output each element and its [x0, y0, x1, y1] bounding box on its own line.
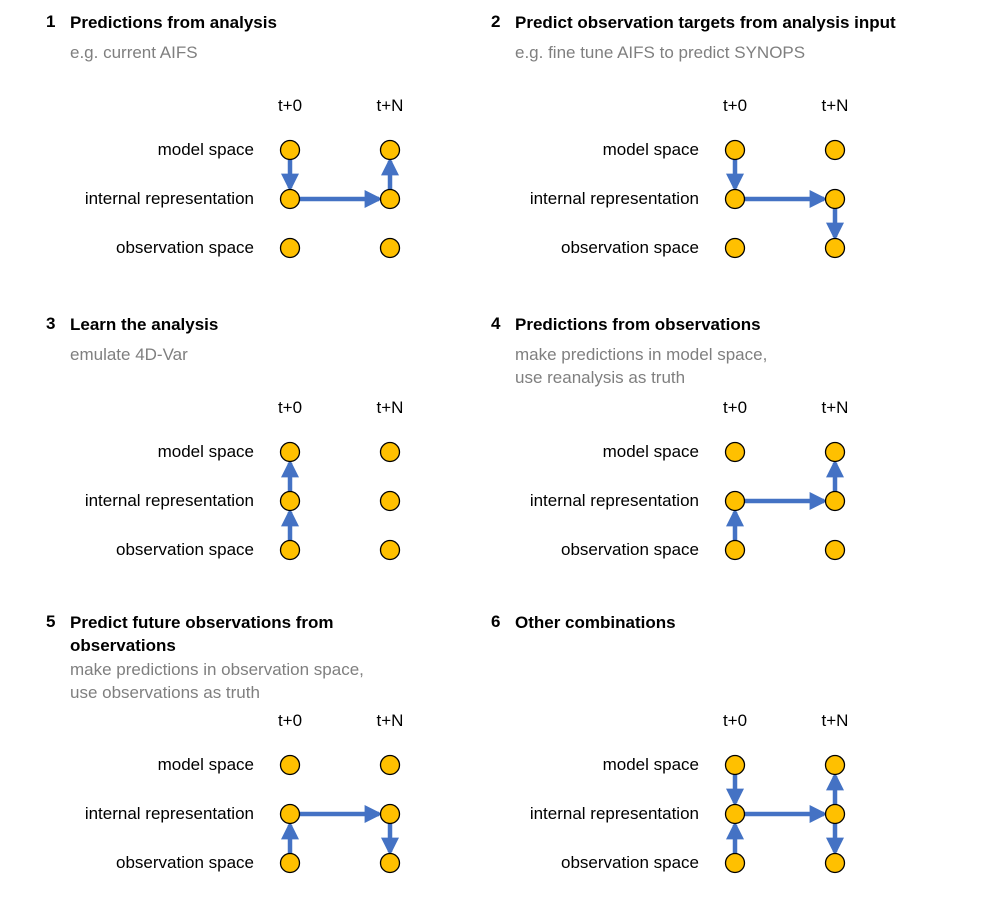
column-label: t+0 — [722, 96, 748, 115]
node-t0-model — [279, 441, 301, 463]
arrow-grid — [279, 754, 401, 874]
node-t0-model — [724, 441, 746, 463]
row-label: model space — [157, 442, 254, 461]
node-tN-internal — [824, 803, 846, 825]
node-t0-internal — [724, 803, 746, 825]
row-label: internal representation — [529, 189, 699, 208]
node-t0-model — [279, 754, 301, 776]
row-label: internal representation — [84, 804, 254, 823]
panel-subtitle: use observations as truth — [70, 683, 260, 702]
arrow-grid — [724, 441, 846, 561]
panel-6: 6 Other combinations t+0 t+N model space inte… — [445, 600, 945, 900]
node-tN-model — [824, 441, 846, 463]
column-label: t+0 — [277, 96, 303, 115]
row-label: observation space — [116, 540, 254, 559]
row-label: observation space — [561, 540, 699, 559]
panel-3: 3 Learn the analysis emulate 4D-Var t+0 t+N m… — [0, 302, 500, 602]
node-tN-observation — [824, 539, 846, 561]
node-tN-observation — [824, 852, 846, 874]
panel-2: 2 Predict observation targets from analys… — [445, 0, 945, 300]
panel-number: 3 — [46, 314, 56, 333]
column-label: t+N — [376, 711, 404, 730]
node-tN-model — [824, 139, 846, 161]
node-tN-internal — [824, 490, 846, 512]
column-label: t+0 — [277, 398, 303, 417]
panel-title: Predict future observations from — [70, 613, 334, 632]
node-t0-observation — [279, 237, 301, 259]
arrow-grid — [279, 139, 401, 259]
panel-subtitle: e.g. current AIFS — [70, 43, 198, 62]
node-t0-internal — [724, 188, 746, 210]
panel-number: 6 — [491, 612, 501, 631]
node-t0-observation — [724, 539, 746, 561]
row-label: observation space — [116, 238, 254, 257]
column-label: t+0 — [722, 398, 748, 417]
node-tN-internal — [379, 188, 401, 210]
row-label: model space — [602, 442, 699, 461]
panel-title: Predict observation targets from analysi… — [515, 13, 896, 32]
column-label: t+N — [376, 398, 404, 417]
node-t0-observation — [279, 539, 301, 561]
panel-title: Learn the analysis — [70, 315, 219, 334]
node-t0-observation — [279, 852, 301, 874]
arrow-grid — [279, 441, 401, 561]
column-label: t+N — [376, 96, 404, 115]
panel-5: 5 Predict future observations from observa… — [0, 600, 500, 900]
node-tN-observation — [824, 237, 846, 259]
panel-title: Predictions from analysis — [70, 13, 277, 32]
node-tN-observation — [379, 852, 401, 874]
column-label: t+0 — [722, 711, 748, 730]
node-tN-internal — [379, 490, 401, 512]
node-tN-internal — [824, 188, 846, 210]
panel-number: 2 — [491, 12, 501, 31]
node-tN-observation — [379, 539, 401, 561]
node-t0-model — [724, 754, 746, 776]
node-t0-internal — [279, 188, 301, 210]
node-t0-observation — [724, 852, 746, 874]
row-label: model space — [602, 755, 699, 774]
node-t0-model — [724, 139, 746, 161]
panel-subtitle: make predictions in model space, — [515, 345, 768, 364]
node-t0-observation — [724, 237, 746, 259]
node-t0-internal — [279, 490, 301, 512]
row-label: observation space — [116, 853, 254, 872]
row-label: model space — [157, 140, 254, 159]
panel-title: Other combinations — [515, 613, 676, 632]
panel-number: 4 — [491, 314, 501, 333]
row-label: model space — [157, 755, 254, 774]
node-tN-model — [824, 754, 846, 776]
panel-subtitle: make predictions in observation space, — [70, 660, 364, 679]
panel-4: 4 Predictions from observations make predi… — [445, 302, 945, 602]
node-t0-model — [279, 139, 301, 161]
node-tN-observation — [379, 237, 401, 259]
panel-subtitle: emulate 4D-Var — [70, 345, 188, 364]
panel-subtitle: e.g. fine tune AIFS to predict SYNOPS — [515, 43, 806, 62]
panel-title: Predictions from observations — [515, 315, 761, 334]
node-tN-model — [379, 754, 401, 776]
arrow-grid — [724, 754, 846, 874]
node-t0-internal — [279, 803, 301, 825]
column-label: t+N — [821, 398, 849, 417]
panel-1: 1 Predictions from analysis e.g. current A… — [0, 0, 500, 300]
row-label: internal representation — [529, 804, 699, 823]
column-label: t+N — [821, 711, 849, 730]
row-label: internal representation — [84, 189, 254, 208]
row-label: internal representation — [529, 491, 699, 510]
arrow-grid — [724, 139, 846, 259]
column-label: t+0 — [277, 711, 303, 730]
row-label: observation space — [561, 238, 699, 257]
row-label: observation space — [561, 853, 699, 872]
node-tN-model — [379, 139, 401, 161]
node-tN-internal — [379, 803, 401, 825]
column-label: t+N — [821, 96, 849, 115]
row-label: internal representation — [84, 491, 254, 510]
node-tN-model — [379, 441, 401, 463]
row-label: model space — [602, 140, 699, 159]
panel-number: 5 — [46, 612, 56, 631]
panel-number: 1 — [46, 12, 56, 31]
panel-subtitle: use reanalysis as truth — [515, 368, 686, 387]
node-t0-internal — [724, 490, 746, 512]
panel-title: observations — [70, 636, 176, 655]
